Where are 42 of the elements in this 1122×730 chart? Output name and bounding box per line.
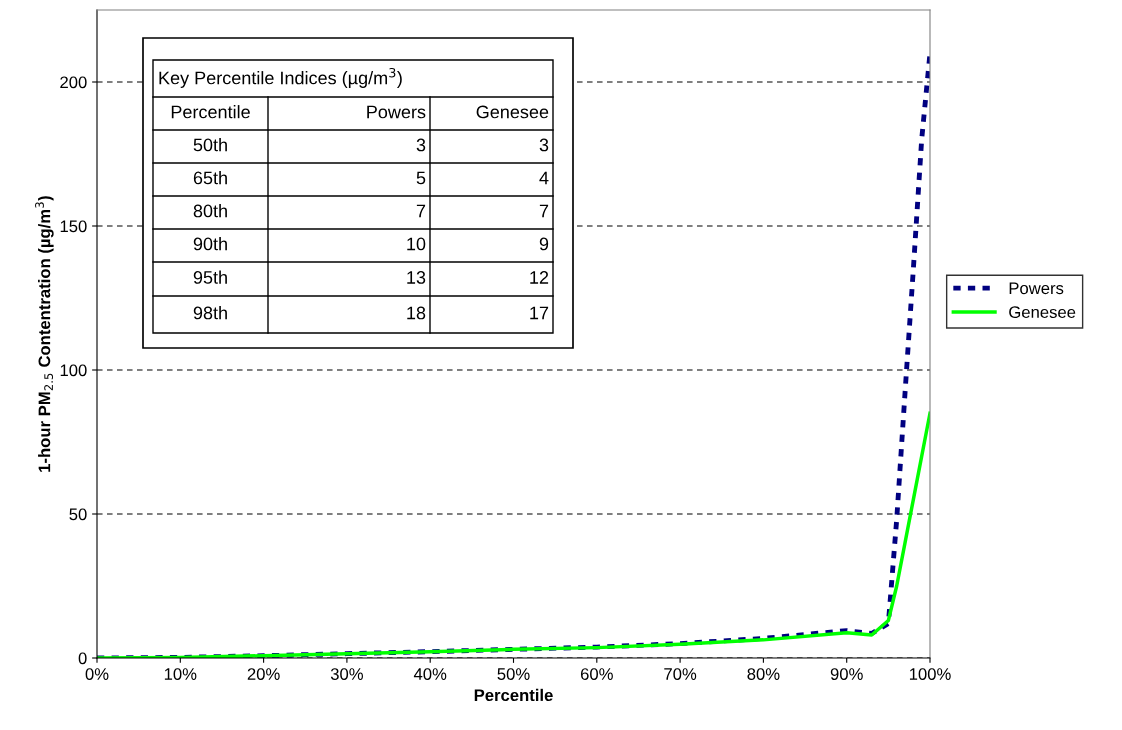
annotation: 18 bbox=[407, 306, 426, 320]
x-tick-label: 80% bbox=[747, 668, 780, 680]
annotation: 7 bbox=[539, 204, 549, 218]
annotation: 80th bbox=[193, 204, 227, 218]
annotation: 13 bbox=[407, 271, 426, 284]
x-tick-label: 50% bbox=[497, 668, 530, 680]
annotation: Key Percentile Indices (µg/m$^{3}$) bbox=[159, 67, 402, 88]
x-tick-label: 20% bbox=[247, 668, 280, 680]
y-axis-title: 1-hour PM$_{2.5}$ Contentration (µg/m$^{3}$) bbox=[35, 196, 54, 472]
x-tick-label: 90% bbox=[830, 668, 863, 680]
annotation: 7 bbox=[416, 204, 426, 218]
annotation: 5 bbox=[416, 171, 426, 185]
y-tick-label: 150 bbox=[60, 220, 87, 233]
annotation: 90th bbox=[193, 237, 227, 251]
x-tick-label: 30% bbox=[330, 668, 363, 680]
legend-label: Genesee bbox=[1009, 306, 1076, 319]
x-tick-label: 0% bbox=[85, 668, 109, 680]
annotation: Powers bbox=[367, 105, 426, 119]
x-tick-label: 10% bbox=[164, 668, 197, 680]
annotation: 3 bbox=[539, 138, 549, 152]
annotation: 12 bbox=[530, 271, 549, 284]
legend-label: Powers bbox=[1009, 282, 1064, 295]
x-tick-label: 60% bbox=[580, 668, 613, 680]
annotation: 10 bbox=[407, 237, 426, 251]
x-tick-label: 70% bbox=[664, 668, 697, 680]
y-tick-label: 50 bbox=[69, 508, 87, 521]
y-tick-label: 100 bbox=[60, 364, 87, 377]
annotation: 4 bbox=[539, 171, 549, 185]
annotation: 9 bbox=[539, 237, 549, 251]
annotation: 50th bbox=[193, 138, 227, 152]
annotation: Genesee bbox=[476, 105, 549, 119]
annotation: 17 bbox=[530, 306, 549, 320]
y-tick-label: 0 bbox=[78, 652, 87, 665]
x-tick-label: 40% bbox=[413, 668, 447, 680]
x-tick-label: 100% bbox=[909, 668, 951, 680]
y-tick-label: 200 bbox=[60, 76, 87, 89]
annotation: Percentile bbox=[171, 105, 250, 119]
annotation: 65th bbox=[193, 171, 227, 185]
x-axis-title: Percentile bbox=[474, 688, 553, 702]
annotation: 98th bbox=[193, 306, 227, 320]
annotation: 3 bbox=[416, 138, 426, 152]
annotation: 95th bbox=[193, 270, 227, 284]
